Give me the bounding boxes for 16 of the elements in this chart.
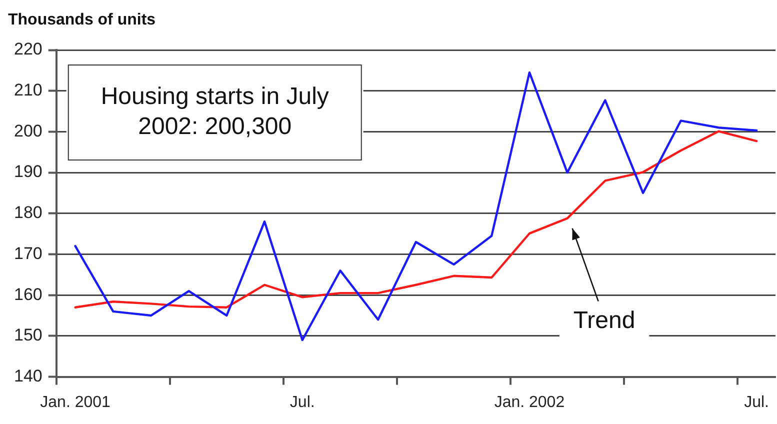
y-tick-label: 150 bbox=[14, 326, 42, 345]
x-tick-label: Jul. bbox=[744, 394, 770, 411]
x-tick-label: Jan. 2001 bbox=[40, 394, 111, 411]
y-tick-label: 180 bbox=[14, 203, 42, 222]
y-tick-label: 140 bbox=[14, 366, 42, 386]
text: Trend bbox=[573, 306, 636, 334]
y-tick-label: 170 bbox=[14, 244, 42, 263]
x-tick-label: Jul. bbox=[290, 394, 315, 411]
y-tick-label: 210 bbox=[14, 80, 42, 100]
annotation: Housing starts in July 2002: 200,300 bbox=[100, 83, 329, 140]
y-tick-label: 220 bbox=[14, 40, 42, 59]
y-tick-label: 160 bbox=[14, 284, 42, 304]
y-axis-title: Thousands of units bbox=[8, 11, 156, 28]
y-tick-label: 200 bbox=[14, 121, 42, 140]
y-tick-label: 190 bbox=[14, 162, 42, 182]
x-tick-label: Jan. 2002 bbox=[494, 394, 565, 411]
